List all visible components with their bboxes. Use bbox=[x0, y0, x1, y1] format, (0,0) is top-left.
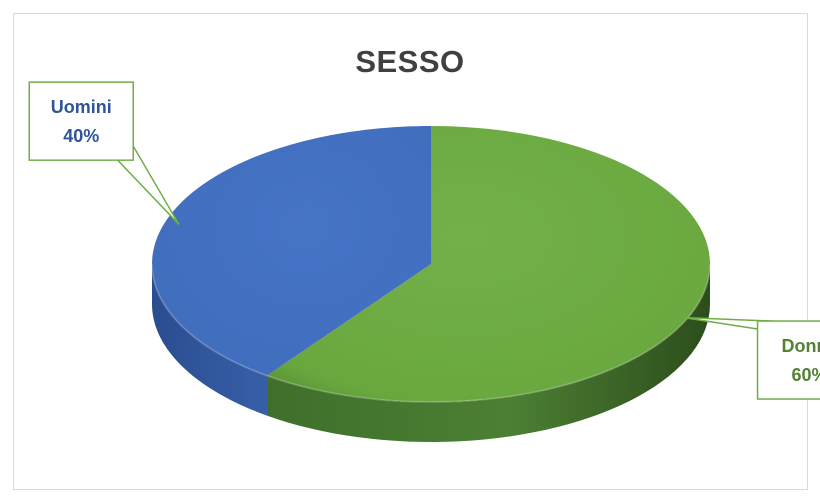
data-label-percent: 40% bbox=[63, 126, 99, 146]
data-label-percent: 60% bbox=[792, 365, 820, 385]
callout-fill bbox=[758, 322, 820, 399]
slice-donne bbox=[267, 126, 710, 402]
slice-side-uomini bbox=[152, 264, 268, 416]
slice-uomini bbox=[152, 126, 431, 376]
slice-side-donne bbox=[267, 264, 710, 442]
data-label-donne: Donne 60% bbox=[682, 316, 820, 400]
chart-title: SESSO bbox=[355, 44, 465, 79]
data-label-uomini: Uomini 40% bbox=[28, 81, 180, 225]
pie-rim-highlight bbox=[151, 263, 711, 404]
callout-fill bbox=[30, 83, 133, 160]
data-label-category: Donne bbox=[782, 336, 820, 356]
data-label-category: Uomini bbox=[51, 97, 112, 117]
